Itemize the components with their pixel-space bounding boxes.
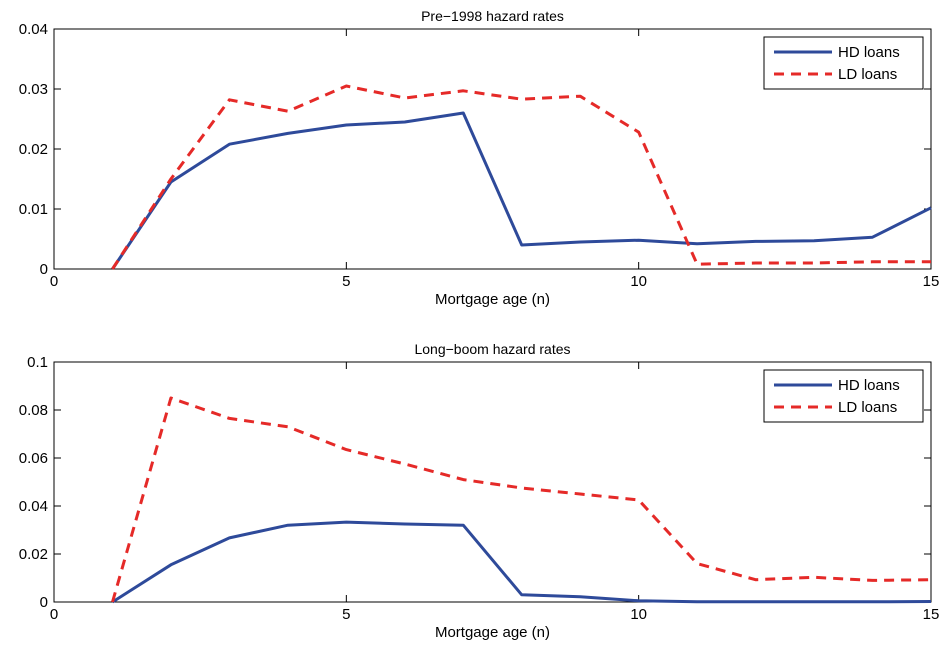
legend-label: HD loans — [838, 44, 900, 61]
y-tick-label: 0.01 — [19, 201, 48, 218]
y-tick-label: 0 — [40, 261, 48, 278]
legend: HD loans LD loans — [763, 36, 924, 90]
x-tick-label: 5 — [342, 606, 350, 623]
x-tick-label: 10 — [630, 606, 647, 623]
y-tick-label: 0.1 — [27, 354, 48, 371]
y-tick-label: 0.04 — [19, 21, 48, 38]
chart-2: Long−boom hazard rates 0 5 10 15 0 0.02 0.04 0.0… — [19, 341, 940, 641]
x-tick-label: 0 — [50, 606, 58, 623]
x-tick-label: 0 — [50, 273, 58, 290]
series-line-ld-loans — [111, 396, 932, 603]
x-axis-label: Mortgage age (n) — [435, 624, 550, 641]
legend-label: LD loans — [838, 399, 897, 416]
x-tick-label: 10 — [630, 273, 647, 290]
x-tick-label: 15 — [923, 606, 940, 623]
legend-label: HD loans — [838, 377, 900, 394]
y-tick-label: 0.04 — [19, 498, 48, 515]
series-line-hd-loans — [111, 520, 932, 604]
y-tick-label: 0.02 — [19, 141, 48, 158]
chart-1: Pre−1998 hazard rates 0 5 10 15 0 0.01 0.02 0.03… — [19, 8, 940, 308]
chart-title: Pre−1998 hazard rates — [421, 8, 564, 24]
y-tick-label: 0.08 — [19, 402, 48, 419]
plot-area — [53, 361, 932, 603]
series-line-hd-loans — [111, 111, 932, 270]
legend-label: LD loans — [838, 66, 897, 83]
legend: HD loans LD loans — [763, 369, 924, 423]
x-axis-label: Mortgage age (n) — [435, 291, 550, 308]
series-line-ld-loans — [111, 84, 931, 270]
legend-box — [763, 369, 924, 423]
x-tick-label: 15 — [923, 273, 940, 290]
y-tick-label: 0.03 — [19, 81, 48, 98]
y-tick-label: 0.02 — [19, 546, 48, 563]
legend-box — [763, 36, 924, 90]
y-tick-label: 0.06 — [19, 450, 48, 467]
y-tick-label: 0 — [40, 594, 48, 611]
x-tick-label: 5 — [342, 273, 350, 290]
chart-title: Long−boom hazard rates — [414, 341, 570, 357]
